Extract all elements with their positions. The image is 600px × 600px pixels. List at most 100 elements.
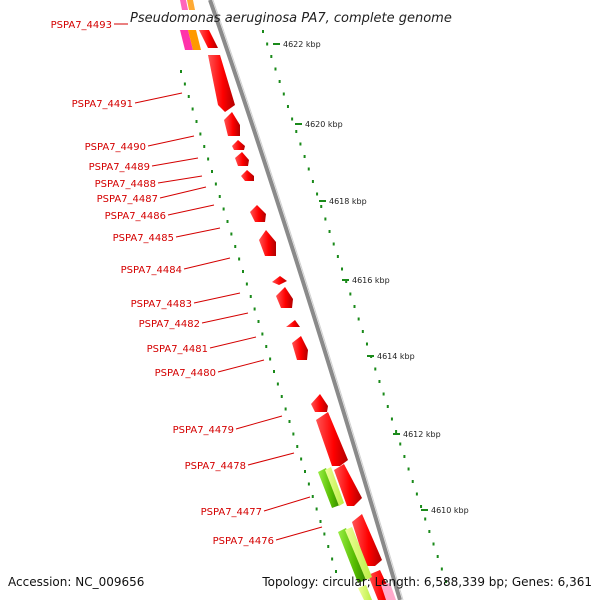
gene-leader-line — [134, 92, 183, 104]
ruler-tick — [199, 132, 202, 136]
ruler-tick — [296, 445, 299, 448]
gene-leader-line — [263, 496, 311, 512]
label-leader-lines — [114, 23, 323, 541]
ruler-tick — [262, 30, 264, 33]
ruler-tick — [335, 570, 337, 573]
gene-label[interactable]: PSPA7_4490 — [85, 142, 146, 153]
gene-label[interactable]: PSPA7_4491 — [72, 99, 133, 110]
gene-label[interactable]: PSPA7_4486 — [105, 211, 166, 222]
ruler-tick — [445, 580, 447, 583]
ruler-tick — [274, 67, 277, 71]
gene-leader-line — [167, 204, 215, 216]
gene-label[interactable]: PSPA7_4477 — [201, 507, 262, 518]
ruler-tick — [222, 207, 225, 211]
gene-arrow-4481 — [292, 336, 308, 360]
ruler-tick — [395, 430, 398, 433]
gene-block-bottom-pink — [381, 583, 396, 600]
ruler-tick — [211, 170, 213, 173]
gene-label[interactable]: PSPA7_4479 — [173, 425, 234, 436]
gene-arrow-4486 — [250, 205, 266, 222]
gene-arrow-4487 — [241, 170, 254, 181]
ruler-tick — [327, 545, 330, 548]
ruler-tick — [300, 457, 303, 461]
kbp-labels: 4622 kbp 4620 kbp 4618 kbp 4616 kbp 4614 kbp… — [273, 40, 469, 515]
gene-leader-line — [217, 359, 265, 373]
ruler-tick — [307, 482, 310, 486]
coordinate-ruler — [180, 30, 447, 583]
ruler-tick — [207, 157, 210, 161]
ruler-tick — [183, 82, 186, 86]
gene-leader-line — [235, 415, 283, 430]
ruler-tick — [332, 242, 335, 246]
ruler-tick — [307, 167, 310, 171]
gene-arrow-green-3 — [338, 528, 366, 583]
gene-label[interactable]: PSPA7_4480 — [155, 368, 216, 379]
gene-label[interactable]: PSPA7_4476 — [213, 536, 274, 547]
ruler-tick — [288, 420, 291, 423]
gene-arrow-4490 — [224, 112, 240, 136]
ruler-tick — [180, 70, 182, 73]
ruler-tick — [265, 345, 268, 348]
gene-arrow-4479 — [311, 394, 328, 412]
ruler-tick — [428, 530, 431, 533]
gene-label[interactable]: PSPA7_4485 — [113, 233, 174, 244]
ruler-tick — [218, 195, 221, 198]
gene-arrow-4482 — [286, 320, 300, 327]
ruler-tick — [432, 542, 435, 546]
ruler-tick — [361, 330, 364, 333]
kbp-major-tick — [367, 355, 374, 357]
gene-arrow-green-1 — [318, 468, 340, 508]
ruler-tick — [320, 205, 323, 208]
ruler-tick — [269, 357, 272, 361]
gene-label[interactable]: PSPA7_4483 — [131, 299, 192, 310]
gene-label[interactable]: PSPA7_4489 — [89, 162, 150, 173]
gene-label[interactable]: PSPA7_4487 — [97, 194, 158, 205]
ruler-tick — [273, 370, 275, 373]
kbp-label: 4612 kbp — [403, 430, 441, 439]
genome-summary: Topology: circular; Length: 6,588,339 bp… — [261, 575, 592, 589]
gene-arrow-4483 — [276, 287, 293, 308]
ruler-tick — [284, 407, 287, 411]
gene-block-top-pink — [180, 0, 188, 10]
gene-leader-line — [201, 312, 249, 324]
gene-label[interactable]: PSPA7_4484 — [121, 265, 182, 276]
ruler-tick — [303, 155, 306, 158]
ruler-tick — [253, 307, 256, 311]
gene-arrow-4489 — [232, 140, 245, 150]
ruler-tick — [234, 245, 237, 248]
kbp-label: 4622 kbp — [283, 40, 321, 49]
gene-leader-line — [247, 452, 295, 466]
gene-label[interactable]: PSPA7_4482 — [139, 319, 200, 330]
ruler-tick — [291, 117, 294, 121]
ruler-tick — [226, 220, 229, 223]
kbp-major-tick — [393, 433, 400, 435]
ruler-tick — [286, 105, 289, 108]
ruler-tick — [203, 145, 206, 148]
gene-labels: PSPA7_4493 PSPA7_4491 PSPA7_4490 PSPA7_4489… — [51, 20, 274, 547]
ruler-tick — [403, 455, 406, 458]
ruler-tick — [195, 120, 198, 123]
ruler-tick — [292, 432, 295, 436]
ruler-tick — [420, 505, 423, 508]
ruler-tick — [399, 442, 402, 446]
gene-label[interactable]: PSPA7_4488 — [95, 179, 156, 190]
kbp-label: 4616 kbp — [352, 276, 390, 285]
kbp-label: 4618 kbp — [329, 197, 367, 206]
gene-leader-line — [193, 292, 241, 304]
ruler-tick — [245, 282, 248, 286]
ruler-tick — [266, 42, 269, 46]
ruler-tick — [407, 467, 410, 471]
ruler-tick — [374, 367, 377, 371]
gene-label[interactable]: PSPA7_4481 — [147, 344, 208, 355]
gene-leader-line — [209, 336, 257, 349]
ruler-tick — [249, 295, 252, 298]
gene-block-orange — [188, 30, 201, 50]
gene-label[interactable]: PSPA7_4478 — [185, 461, 246, 472]
ruler-tick — [324, 217, 327, 221]
gene-arrow-4485 — [259, 230, 276, 256]
ruler-tick — [345, 280, 348, 283]
ruler-tick — [187, 95, 190, 98]
gene-label[interactable]: PSPA7_4493 — [51, 20, 112, 31]
ruler-tick — [378, 380, 381, 383]
